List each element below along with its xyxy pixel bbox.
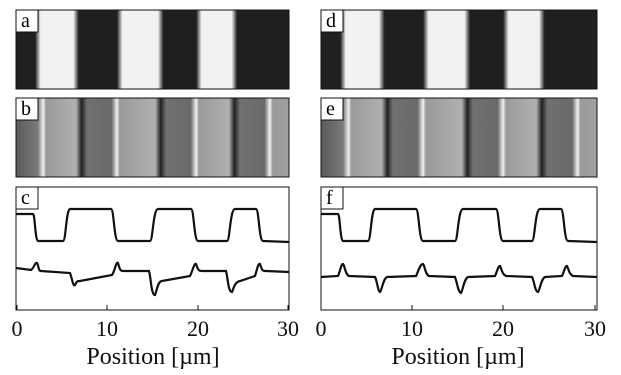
panel-f-x-tick-labels: 0 10 20 30 — [316, 316, 607, 341]
right-column: d e f 0 10 20 30 — [316, 9, 607, 370]
panel-f-x-axis-label: Position [µm] — [391, 344, 524, 370]
panel-b-letter-box — [15, 97, 39, 121]
panel-e-letter: e — [326, 98, 335, 120]
panel-c-x-tick-label: 30 — [277, 316, 299, 341]
panel-e: e — [320, 97, 598, 178]
panel-c-line-2 — [15, 261, 290, 297]
panel-a-image — [15, 9, 290, 90]
panel-a-letter-box — [15, 9, 39, 33]
panel-c: c 0 10 20 30 Position [µm] — [12, 186, 300, 370]
panel-d-letter: d — [326, 10, 336, 32]
panel-e-letter-box — [320, 97, 344, 121]
panel-f-letter: f — [326, 187, 333, 209]
panel-a: a — [15, 9, 290, 90]
panel-d-letter-box — [320, 9, 344, 33]
panel-c-x-tick-label: 0 — [12, 316, 23, 341]
panel-f-x-tick-label: 10 — [401, 316, 423, 341]
panel-b-letter: b — [21, 98, 31, 120]
panel-c-letter-box — [15, 186, 39, 210]
panel-b: b — [15, 97, 290, 178]
panel-b-image — [15, 97, 290, 178]
left-column: a b c 0 10 20 30 — [12, 9, 300, 370]
panel-d-image — [320, 9, 598, 90]
panel-a-letter: a — [21, 10, 30, 32]
panel-f-x-tick-label: 30 — [584, 316, 606, 341]
panel-f-letter-box — [320, 186, 344, 210]
panel-f-x-ticks — [320, 305, 596, 310]
panel-c-x-axis-label: Position [µm] — [86, 344, 219, 370]
panel-e-image — [320, 97, 598, 178]
panel-f-x-tick-label: 0 — [316, 316, 327, 341]
panel-f-line-1 — [321, 207, 598, 244]
panel-c-x-tick-label: 20 — [187, 316, 209, 341]
panel-f: f 0 10 20 30 Position [µm] — [316, 186, 607, 370]
panel-c-line-1 — [16, 207, 290, 244]
panel-c-x-tick-labels: 0 10 20 30 — [12, 316, 300, 341]
panel-c-x-ticks — [16, 305, 289, 310]
panel-c-x-tick-label: 10 — [96, 316, 118, 341]
panel-d: d — [320, 9, 598, 90]
panel-f-line-2 — [320, 262, 598, 295]
panel-c-letter: c — [21, 187, 30, 209]
panel-f-x-tick-label: 20 — [492, 316, 514, 341]
